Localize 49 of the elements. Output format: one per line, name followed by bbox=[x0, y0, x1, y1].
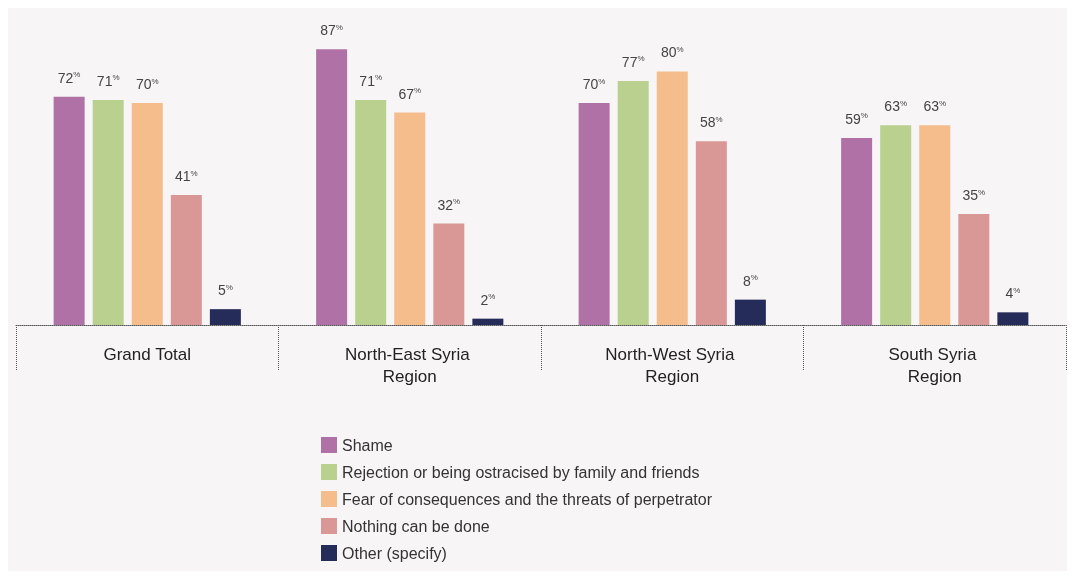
bar bbox=[578, 103, 610, 325]
data-label: 32% bbox=[437, 196, 461, 213]
bar bbox=[53, 96, 85, 325]
bar bbox=[880, 125, 912, 325]
x-tick-label: North-West Syria Region bbox=[605, 344, 740, 386]
data-label: 58% bbox=[699, 114, 723, 131]
bar bbox=[958, 214, 990, 325]
data-label: 70% bbox=[135, 76, 159, 93]
bar bbox=[209, 309, 241, 325]
bar bbox=[997, 312, 1029, 325]
data-label: 71% bbox=[96, 72, 120, 89]
x-tick-label: South Syria Region bbox=[888, 344, 982, 386]
data-label: 87% bbox=[320, 22, 343, 39]
bar bbox=[919, 125, 951, 325]
bar bbox=[734, 299, 766, 325]
bar bbox=[355, 99, 387, 325]
legend-label: Other (specify) bbox=[342, 544, 447, 562]
data-label: 63% bbox=[884, 98, 908, 115]
bar bbox=[394, 112, 426, 325]
bar bbox=[656, 71, 688, 325]
data-label: 35% bbox=[962, 187, 986, 204]
bar bbox=[617, 80, 649, 325]
bar bbox=[131, 103, 163, 325]
data-label: 63% bbox=[923, 98, 947, 115]
data-label: 41% bbox=[174, 168, 198, 185]
bar bbox=[433, 223, 465, 325]
data-label: 71% bbox=[359, 72, 383, 89]
data-label: 67% bbox=[398, 85, 422, 102]
data-label: 72% bbox=[57, 69, 81, 86]
data-label: 59% bbox=[845, 110, 868, 127]
legend-label: Rejection or being ostracised by family and friends bbox=[342, 463, 700, 481]
bar bbox=[170, 195, 202, 325]
legend-label: Fear of consequences and the threats of perpetrator bbox=[342, 490, 713, 508]
data-label: 5% bbox=[217, 282, 233, 299]
legend-label: Nothing can be done bbox=[342, 517, 490, 535]
bar bbox=[92, 99, 124, 325]
legend-label: Shame bbox=[342, 436, 393, 454]
bar bbox=[316, 49, 348, 325]
data-label: 4% bbox=[1005, 285, 1021, 302]
x-tick-label: Grand Total bbox=[103, 344, 192, 364]
x-tick-label: North-East Syria Region bbox=[345, 344, 475, 386]
bar bbox=[695, 141, 727, 325]
data-label: 70% bbox=[582, 76, 606, 93]
data-label: 8% bbox=[742, 272, 758, 289]
data-label: 77% bbox=[621, 53, 645, 70]
bar bbox=[841, 137, 873, 325]
bar bbox=[472, 318, 504, 325]
data-label: 2% bbox=[480, 291, 496, 308]
data-label: 80% bbox=[660, 44, 684, 61]
